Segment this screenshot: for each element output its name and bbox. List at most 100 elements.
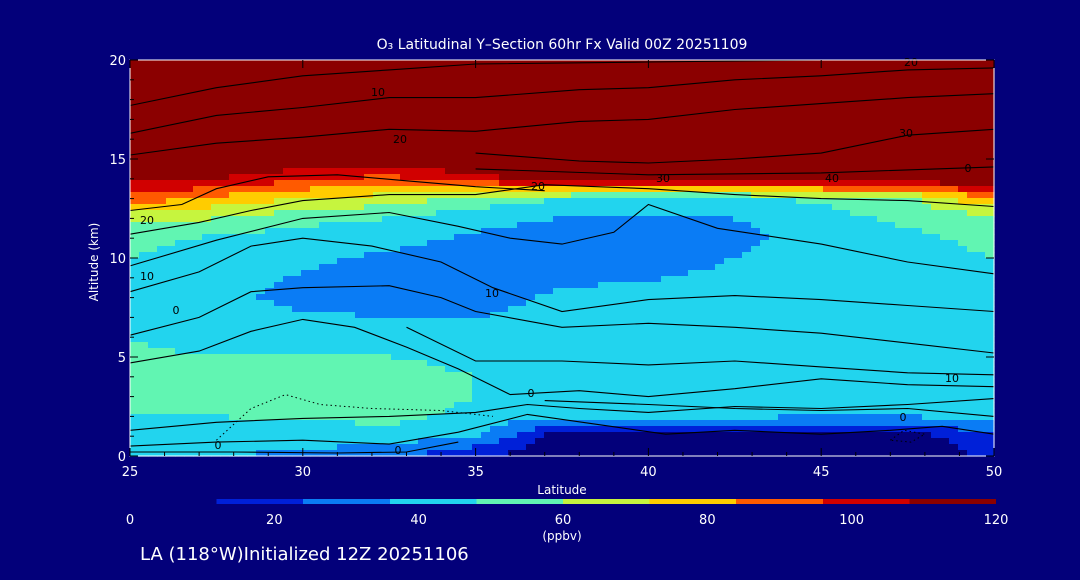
field-cell (769, 354, 779, 361)
field-cell (238, 360, 248, 367)
field-cell (193, 150, 203, 157)
field-cell (319, 336, 329, 343)
field-cell (508, 174, 518, 181)
field-cell (985, 84, 995, 91)
field-cell (157, 306, 167, 313)
field-cell (814, 174, 824, 181)
field-cell (166, 264, 176, 271)
field-cell (895, 240, 905, 247)
field-cell (409, 72, 419, 79)
field-cell (688, 228, 698, 235)
field-cell (697, 360, 707, 367)
field-cell (157, 366, 167, 373)
field-cell (598, 216, 608, 223)
field-cell (751, 366, 761, 373)
field-cell (409, 84, 419, 91)
field-cell (472, 252, 482, 259)
field-cell (751, 132, 761, 139)
field-cell (598, 108, 608, 115)
field-cell (724, 264, 734, 271)
field-cell (940, 330, 950, 337)
field-cell (985, 318, 995, 325)
field-cell (760, 96, 770, 103)
field-cell (400, 324, 410, 331)
field-cell (697, 120, 707, 127)
field-cell (751, 300, 761, 307)
field-cell (751, 330, 761, 337)
field-cell (220, 90, 230, 97)
field-cell (364, 288, 374, 295)
field-cell (634, 90, 644, 97)
field-cell (355, 330, 365, 337)
field-cell (220, 330, 230, 337)
field-cell (328, 324, 338, 331)
field-cell (967, 66, 977, 73)
field-cell (373, 264, 383, 271)
field-cell (409, 102, 419, 109)
field-cell (283, 276, 293, 283)
field-cell (238, 162, 248, 169)
field-cell (922, 180, 932, 187)
field-cell (301, 300, 311, 307)
field-cell (445, 306, 455, 313)
field-cell (454, 174, 464, 181)
field-cell (292, 258, 302, 265)
field-cell (364, 102, 374, 109)
field-cell (850, 162, 860, 169)
field-cell (571, 354, 581, 361)
field-cell (805, 168, 815, 175)
field-cell (958, 72, 968, 79)
field-cell (697, 126, 707, 133)
field-cell (427, 240, 437, 247)
field-cell (229, 228, 239, 235)
field-cell (202, 246, 212, 253)
field-cell (517, 84, 527, 91)
field-cell (139, 210, 149, 217)
field-cell (463, 126, 473, 133)
field-cell (904, 306, 914, 313)
field-cell (949, 240, 959, 247)
field-cell (319, 342, 329, 349)
field-cell (148, 144, 158, 151)
field-cell (832, 114, 842, 121)
field-cell (976, 294, 986, 301)
field-cell (706, 252, 716, 259)
field-cell (445, 324, 455, 331)
field-cell (841, 306, 851, 313)
field-cell (850, 198, 860, 205)
field-cell (733, 342, 743, 349)
field-cell (508, 264, 518, 271)
field-cell (832, 150, 842, 157)
field-cell (958, 132, 968, 139)
field-cell (913, 180, 923, 187)
field-cell (949, 120, 959, 127)
field-cell (580, 114, 590, 121)
field-cell (535, 264, 545, 271)
field-cell (922, 78, 932, 85)
field-cell (409, 180, 419, 187)
field-cell (796, 204, 806, 211)
field-cell (436, 162, 446, 169)
field-cell (733, 210, 743, 217)
field-cell (454, 348, 464, 355)
field-cell (643, 300, 653, 307)
field-cell (913, 168, 923, 175)
field-cell (949, 180, 959, 187)
field-cell (796, 282, 806, 289)
field-cell (751, 162, 761, 169)
field-cell (490, 348, 500, 355)
field-cell (895, 84, 905, 91)
field-cell (643, 60, 653, 67)
field-cell (778, 132, 788, 139)
field-cell (724, 168, 734, 175)
field-cell (274, 132, 284, 139)
field-cell (463, 228, 473, 235)
field-cell (796, 240, 806, 247)
field-cell (517, 90, 527, 97)
field-cell (958, 90, 968, 97)
field-cell (355, 156, 365, 163)
field-cell (436, 324, 446, 331)
field-cell (427, 222, 437, 229)
field-cell (733, 294, 743, 301)
field-cell (220, 258, 230, 265)
